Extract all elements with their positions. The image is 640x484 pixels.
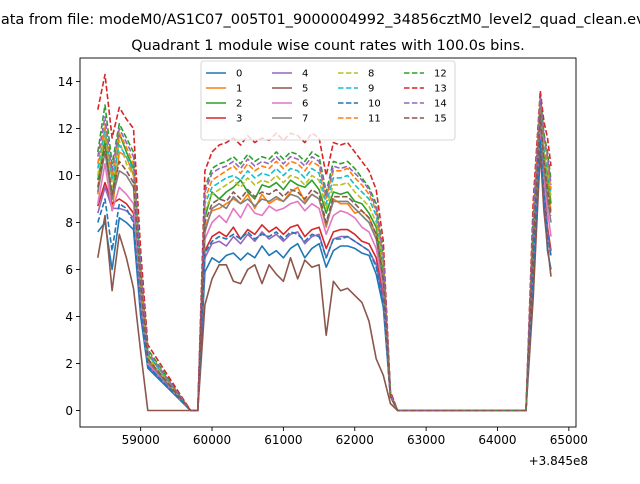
x-tick-label: 63000 [407, 433, 445, 447]
series-line-10 [97, 139, 552, 412]
legend-label: 9 [368, 84, 374, 95]
legend-label: 15 [434, 114, 447, 125]
x-offset-label: +3.845e8 [529, 454, 588, 468]
y-tick-label: 2 [65, 357, 73, 371]
series-line-12 [97, 94, 552, 412]
axes-frame [79, 57, 577, 428]
legend-label: 13 [434, 84, 447, 95]
legend-label: 12 [434, 69, 447, 80]
series-line-11 [97, 99, 552, 412]
series-line-5 [97, 151, 552, 412]
series-line-3 [97, 132, 552, 412]
legend-label: 1 [236, 84, 242, 95]
y-tick-label: 12 [58, 122, 73, 136]
plot-area [97, 73, 552, 412]
x-tick-label: 65000 [550, 433, 588, 447]
series-line-15 [97, 113, 552, 412]
x-tick-label: 60000 [193, 433, 231, 447]
legend-label: 6 [302, 99, 308, 110]
legend-label: 2 [236, 99, 242, 110]
legend-label: 4 [302, 69, 308, 80]
y-tick-label: 4 [65, 310, 73, 324]
x-tick-label: 61000 [264, 433, 302, 447]
x-tick-label: 62000 [336, 433, 374, 447]
legend-label: 10 [368, 99, 381, 110]
legend-label: 8 [368, 69, 374, 80]
y-tick-label: 6 [65, 263, 73, 277]
legend-box [200, 60, 456, 141]
legend-label: 14 [434, 99, 447, 110]
chart-title: Quadrant 1 module wise count rates with … [131, 38, 525, 54]
x-tick-label: 59000 [122, 433, 160, 447]
x-tick-label: 64000 [478, 433, 516, 447]
y-tick-label: 10 [58, 169, 73, 183]
legend-label: 5 [302, 84, 308, 95]
legend-label: 7 [302, 114, 308, 125]
series-line-9 [97, 104, 552, 412]
figure-suptitle: Data from file: modeM0/AS1C07_005T01_900… [0, 12, 640, 28]
legend-label: 3 [236, 114, 242, 125]
series-line-4 [97, 137, 552, 412]
legend-label: 0 [236, 69, 242, 80]
y-tick-label: 14 [58, 75, 73, 89]
y-tick-label: 8 [65, 216, 73, 230]
legend-label: 11 [368, 114, 381, 125]
y-tick-label: 0 [65, 404, 73, 418]
axes: 59000 60000 61000 62000 63000 64000 65000 0 2 4 6 8… [58, 57, 588, 447]
